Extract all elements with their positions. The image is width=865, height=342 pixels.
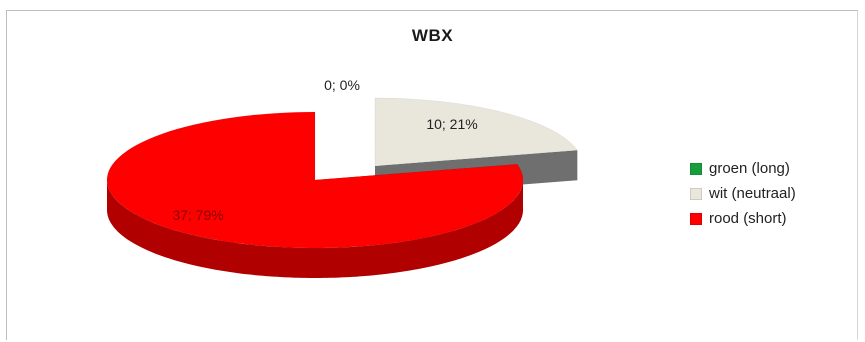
data-label-rood-short: 37; 79%	[172, 207, 223, 223]
data-label-wit-neutraal: 10; 21%	[426, 116, 477, 132]
legend-swatch	[690, 187, 702, 200]
legend-item-wit-neutraal: wit (neutraal)	[690, 181, 796, 206]
legend-item-groen-long: groen (long)	[690, 156, 796, 181]
pie-slice-rood-short	[106, 111, 524, 278]
data-label-groen-long: 0; 0%	[324, 77, 360, 93]
legend-item-rood-short: rood (short)	[690, 206, 796, 231]
legend-label: groen (long)	[709, 160, 790, 177]
legend-label: rood (short)	[709, 210, 787, 227]
legend-swatch	[690, 162, 702, 175]
legend-label: wit (neutraal)	[709, 185, 796, 202]
chart-title: WBX	[411, 26, 454, 45]
chart-legend: groen (long) wit (neutraal) rood (short)	[690, 156, 796, 231]
legend-swatch	[690, 212, 702, 225]
